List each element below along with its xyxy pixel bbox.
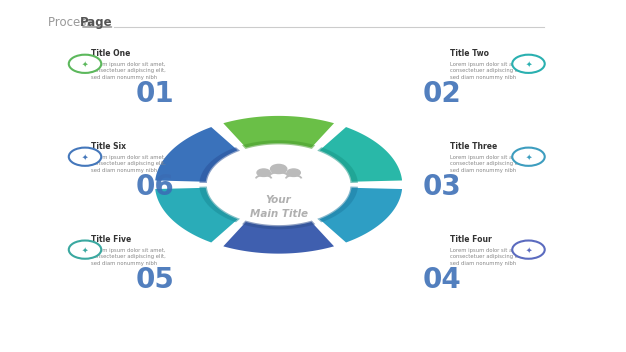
Text: ✦: ✦ bbox=[525, 59, 531, 68]
Text: Process: Process bbox=[48, 16, 96, 29]
Polygon shape bbox=[154, 187, 240, 244]
Polygon shape bbox=[317, 147, 358, 183]
Text: ✦: ✦ bbox=[82, 59, 88, 68]
Polygon shape bbox=[221, 115, 336, 149]
Text: ✦: ✦ bbox=[525, 152, 531, 161]
Text: 02: 02 bbox=[423, 80, 461, 108]
Circle shape bbox=[257, 169, 270, 176]
Polygon shape bbox=[242, 140, 316, 149]
Polygon shape bbox=[154, 126, 240, 183]
Text: 04: 04 bbox=[423, 266, 461, 294]
Text: Title Six: Title Six bbox=[91, 142, 126, 151]
Text: ✦: ✦ bbox=[82, 152, 88, 161]
Text: Title Two: Title Two bbox=[451, 49, 490, 58]
Text: ✦: ✦ bbox=[82, 245, 88, 254]
Circle shape bbox=[69, 147, 101, 166]
Polygon shape bbox=[317, 126, 403, 183]
Polygon shape bbox=[200, 147, 240, 183]
Text: ✦: ✦ bbox=[525, 245, 531, 254]
Text: 06: 06 bbox=[136, 173, 175, 201]
Text: Page: Page bbox=[80, 16, 113, 29]
Circle shape bbox=[287, 169, 300, 176]
Text: Title Three: Title Three bbox=[451, 142, 498, 151]
Text: Title Five: Title Five bbox=[91, 235, 131, 244]
Circle shape bbox=[512, 240, 545, 259]
Text: Lorem ipsum dolor sit amet,
consectetuer adipiscing elit,
sed diam nonummy nibh: Lorem ipsum dolor sit amet, consectetuer… bbox=[451, 248, 525, 266]
Circle shape bbox=[512, 55, 545, 73]
Text: Lorem ipsum dolor sit amet,
consectetuer adipiscing elit,
sed diam nonummy nibh: Lorem ipsum dolor sit amet, consectetuer… bbox=[91, 248, 166, 266]
Circle shape bbox=[69, 240, 101, 259]
Text: Lorem ipsum dolor sit amet,
consectetuer adipiscing elit,
sed diam nonummy nibh: Lorem ipsum dolor sit amet, consectetuer… bbox=[451, 62, 525, 80]
Text: Lorem ipsum dolor sit amet,
consectetuer adipiscing elit,
sed diam nonummy nibh: Lorem ipsum dolor sit amet, consectetuer… bbox=[91, 155, 166, 173]
Circle shape bbox=[69, 55, 101, 73]
Text: Lorem ipsum dolor sit amet,
consectetuer adipiscing elit,
sed diam nonummy nibh: Lorem ipsum dolor sit amet, consectetuer… bbox=[91, 62, 166, 80]
Polygon shape bbox=[242, 221, 316, 229]
Polygon shape bbox=[317, 187, 403, 244]
Text: Your
Main Title: Your Main Title bbox=[250, 195, 307, 219]
Polygon shape bbox=[317, 187, 358, 222]
Text: 05: 05 bbox=[136, 266, 175, 294]
Text: 03: 03 bbox=[423, 173, 461, 201]
Text: 01: 01 bbox=[136, 80, 174, 108]
Circle shape bbox=[270, 164, 287, 174]
Text: Lorem ipsum dolor sit amet,
consectetuer adipiscing elit,
sed diam nonummy nibh: Lorem ipsum dolor sit amet, consectetuer… bbox=[451, 155, 525, 173]
Circle shape bbox=[512, 147, 545, 166]
Polygon shape bbox=[200, 187, 240, 222]
Text: Title One: Title One bbox=[91, 49, 131, 58]
Text: Title Four: Title Four bbox=[451, 235, 492, 244]
Polygon shape bbox=[221, 221, 336, 255]
